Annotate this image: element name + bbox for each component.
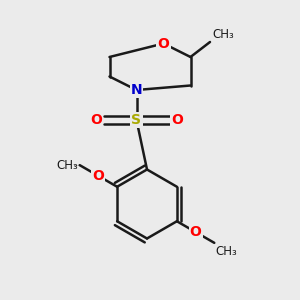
- Text: O: O: [158, 37, 169, 50]
- Text: O: O: [190, 225, 202, 239]
- Text: CH₃: CH₃: [216, 245, 238, 258]
- Text: S: S: [131, 113, 142, 127]
- Text: O: O: [92, 169, 104, 183]
- Text: CH₃: CH₃: [212, 28, 234, 40]
- Text: O: O: [90, 113, 102, 127]
- Text: N: N: [131, 83, 142, 97]
- Text: CH₃: CH₃: [56, 159, 78, 172]
- Text: O: O: [171, 113, 183, 127]
- Text: methoxy: methoxy: [74, 164, 80, 166]
